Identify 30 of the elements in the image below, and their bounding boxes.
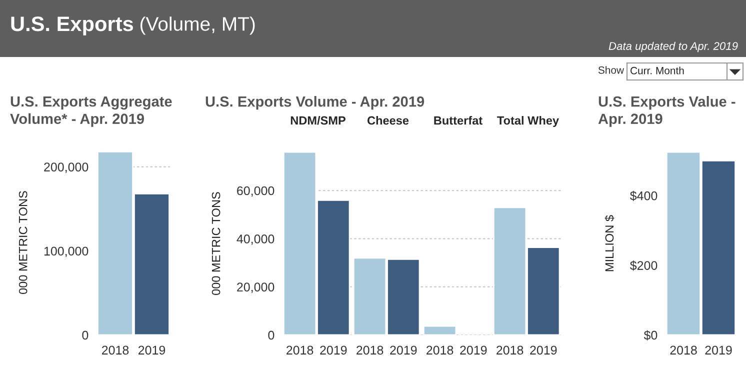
x-tick-label: Butterfat [434,116,482,125]
y-tick-label: 0 [268,330,274,340]
chart-title: U.S. Exports Volume - Apr. 2019 [206,96,424,110]
y-axis-title: 000 METRIC TONS [18,191,28,294]
x-tick-label: 2019 [138,346,166,355]
x-tick-label: NDM/SMP [290,116,346,125]
x-tick-label: 2018 [102,346,129,355]
y-tick-label: $200 [630,260,658,271]
y-axis-title: 000 METRIC TONS [212,192,220,295]
y-tick-label: 100,000 [44,246,88,258]
text: Curr. Month [630,66,684,74]
y-tick-label: $400 [630,190,658,201]
y-tick-label: $0 [644,330,658,340]
x-tick-label: Cheese [367,116,409,125]
text: U.S. Exports [11,16,134,36]
y-tick-label: 40,000 [236,234,274,245]
chart-title: U.S. Exports Value - Apr. 2019 [598,96,736,127]
text: Show [598,66,624,74]
y-tick-label: 20,000 [237,282,274,293]
chart-title: U.S. Exports Aggregate Volume* - Apr. 2019 [10,96,172,127]
text: (Volume, MT) [140,16,255,35]
y-tick-label: 200,000 [44,162,88,173]
text: Data updated to Apr. 2019 [608,42,738,52]
y-tick-label: 60,000 [237,186,274,197]
bar [422,325,457,335]
x-tick-label: 2018 [670,346,697,355]
y-axis-title: MILLION $ [604,215,614,272]
x-tick-label: 2019 [705,346,732,355]
x-tick-label: Total Whey [497,116,559,127]
y-tick-label: 0 [82,330,88,340]
